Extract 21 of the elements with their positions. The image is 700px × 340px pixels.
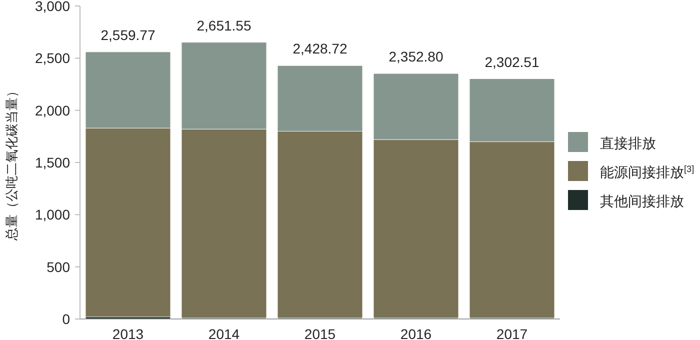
total-label: 2,559.77 [100, 26, 156, 43]
legend-label: 其他间接排放 [600, 193, 684, 209]
total-label: 2,352.80 [388, 48, 444, 65]
y-axis-title: 总量（公吨二氧化碳当量） [4, 84, 19, 242]
x-tick-label: 2015 [304, 326, 336, 340]
y-tick-label: 500 [46, 258, 70, 275]
text: 能源间接排放$^{[3]}$ [600, 164, 694, 180]
total-label: 2,302.51 [484, 54, 540, 70]
x-tick-label: 2014 [208, 326, 240, 340]
y-tick-label: 1,000 [34, 206, 70, 223]
x-tick-label: 2013 [112, 326, 144, 340]
y-tick-label: 2,000 [34, 102, 70, 118]
x-tick-label: 2017 [496, 326, 528, 340]
y-tick-label: 0 [62, 311, 70, 327]
y-tick-label: 1,500 [34, 154, 70, 170]
x-tick-label: 2016 [400, 326, 432, 340]
y-tick-label: 2,500 [34, 50, 70, 66]
legend-label: 直接排放 [600, 135, 656, 151]
y-tick-label: 3,000 [34, 0, 70, 14]
total-label: 2,428.72 [292, 40, 348, 57]
total-label: 2,651.55 [196, 17, 252, 34]
